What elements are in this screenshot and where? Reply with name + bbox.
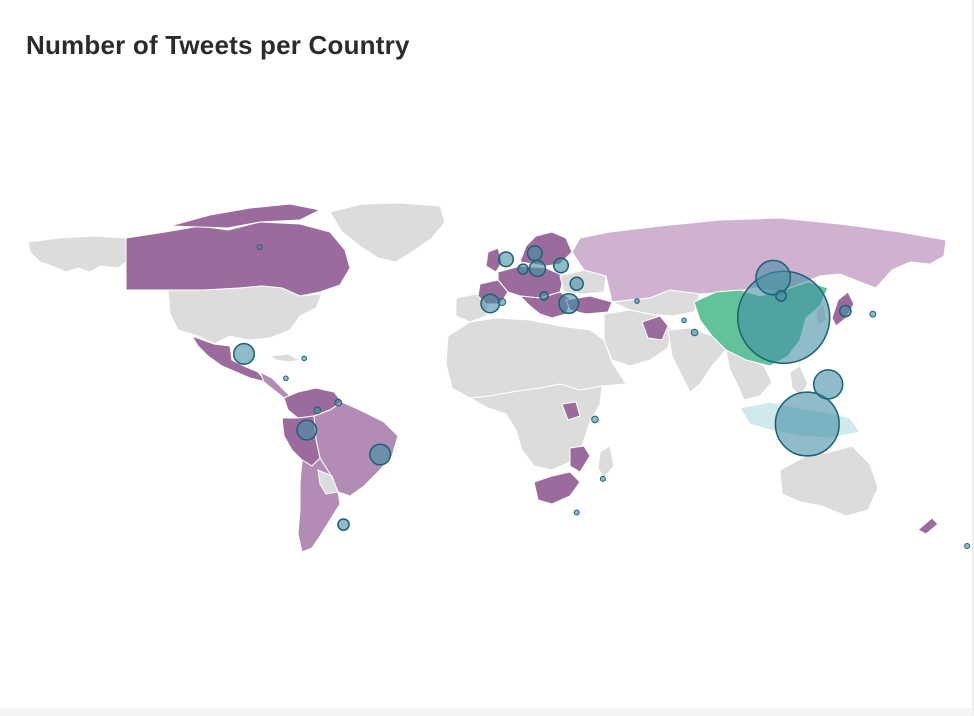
bubble-germany[interactable]: [528, 259, 547, 278]
region-alaska[interactable]: [27, 235, 127, 273]
region-north-africa[interactable]: [445, 317, 627, 399]
bubble-canada[interactable]: [256, 244, 263, 251]
region-australia[interactable]: [779, 445, 879, 517]
bubble-brazil[interactable]: [369, 443, 392, 466]
bubble-mexico[interactable]: [232, 342, 256, 365]
region-east-africa-dark[interactable]: [561, 401, 581, 421]
region-india[interactable]: [667, 327, 727, 393]
bubble-belgium[interactable]: [517, 263, 529, 275]
region-greenland[interactable]: [329, 202, 446, 263]
bubble-japan[interactable]: [869, 310, 877, 318]
region-mozambique[interactable]: [569, 445, 591, 473]
bubble-venezuela[interactable]: [334, 398, 343, 407]
bubble-colombia[interactable]: [313, 406, 322, 415]
bubble-pakistan[interactable]: [690, 328, 699, 337]
bubble-layer: [232, 244, 971, 549]
region-canada[interactable]: [125, 221, 351, 297]
region-madagascar[interactable]: [597, 445, 615, 479]
region-south-africa[interactable]: [533, 471, 581, 505]
bubble-united-kingdom[interactable]: [497, 251, 515, 268]
region-usa[interactable]: [167, 285, 323, 345]
bubble-afghanistan[interactable]: [681, 317, 687, 324]
bubble-cuba[interactable]: [301, 355, 308, 362]
region-paraguay[interactable]: [317, 469, 339, 495]
bubble-romania[interactable]: [569, 276, 584, 291]
bubble-uganda[interactable]: [591, 415, 599, 424]
region-uk[interactable]: [485, 247, 503, 273]
bubble-philippines[interactable]: [812, 369, 844, 400]
region-philippines[interactable]: [789, 365, 809, 397]
region-arctic-islands[interactable]: [169, 203, 322, 229]
bubble-indonesia[interactable]: [774, 391, 840, 457]
region-mexico[interactable]: [190, 335, 268, 383]
land-layer: [27, 202, 947, 553]
bubble-central-mongolia[interactable]: [775, 289, 788, 302]
bubble-south-africa[interactable]: [573, 509, 580, 516]
bubble-argentina[interactable]: [337, 518, 350, 531]
chart-title: Number of Tweets per Country: [26, 30, 410, 60]
bubble-spain[interactable]: [497, 297, 507, 307]
bubble-honduras[interactable]: [283, 375, 289, 382]
bubble-mongolia[interactable]: [755, 259, 792, 296]
bubble-new-zealand[interactable]: [964, 543, 971, 549]
bubble-portugal[interactable]: [480, 293, 501, 314]
bubble-denmark[interactable]: [526, 245, 543, 262]
bubble-poland[interactable]: [552, 257, 570, 274]
bubble-ecuador[interactable]: [296, 419, 318, 441]
region-pakistan[interactable]: [641, 315, 669, 341]
bubble-korea[interactable]: [838, 304, 852, 318]
region-new-zealand[interactable]: [917, 517, 939, 535]
region-caribbean[interactable]: [268, 353, 302, 363]
bubble-greece[interactable]: [558, 292, 580, 315]
bubble-italy[interactable]: [539, 291, 549, 301]
bubble-azerbaijan[interactable]: [634, 298, 640, 304]
bubble-mozambique[interactable]: [599, 475, 606, 482]
